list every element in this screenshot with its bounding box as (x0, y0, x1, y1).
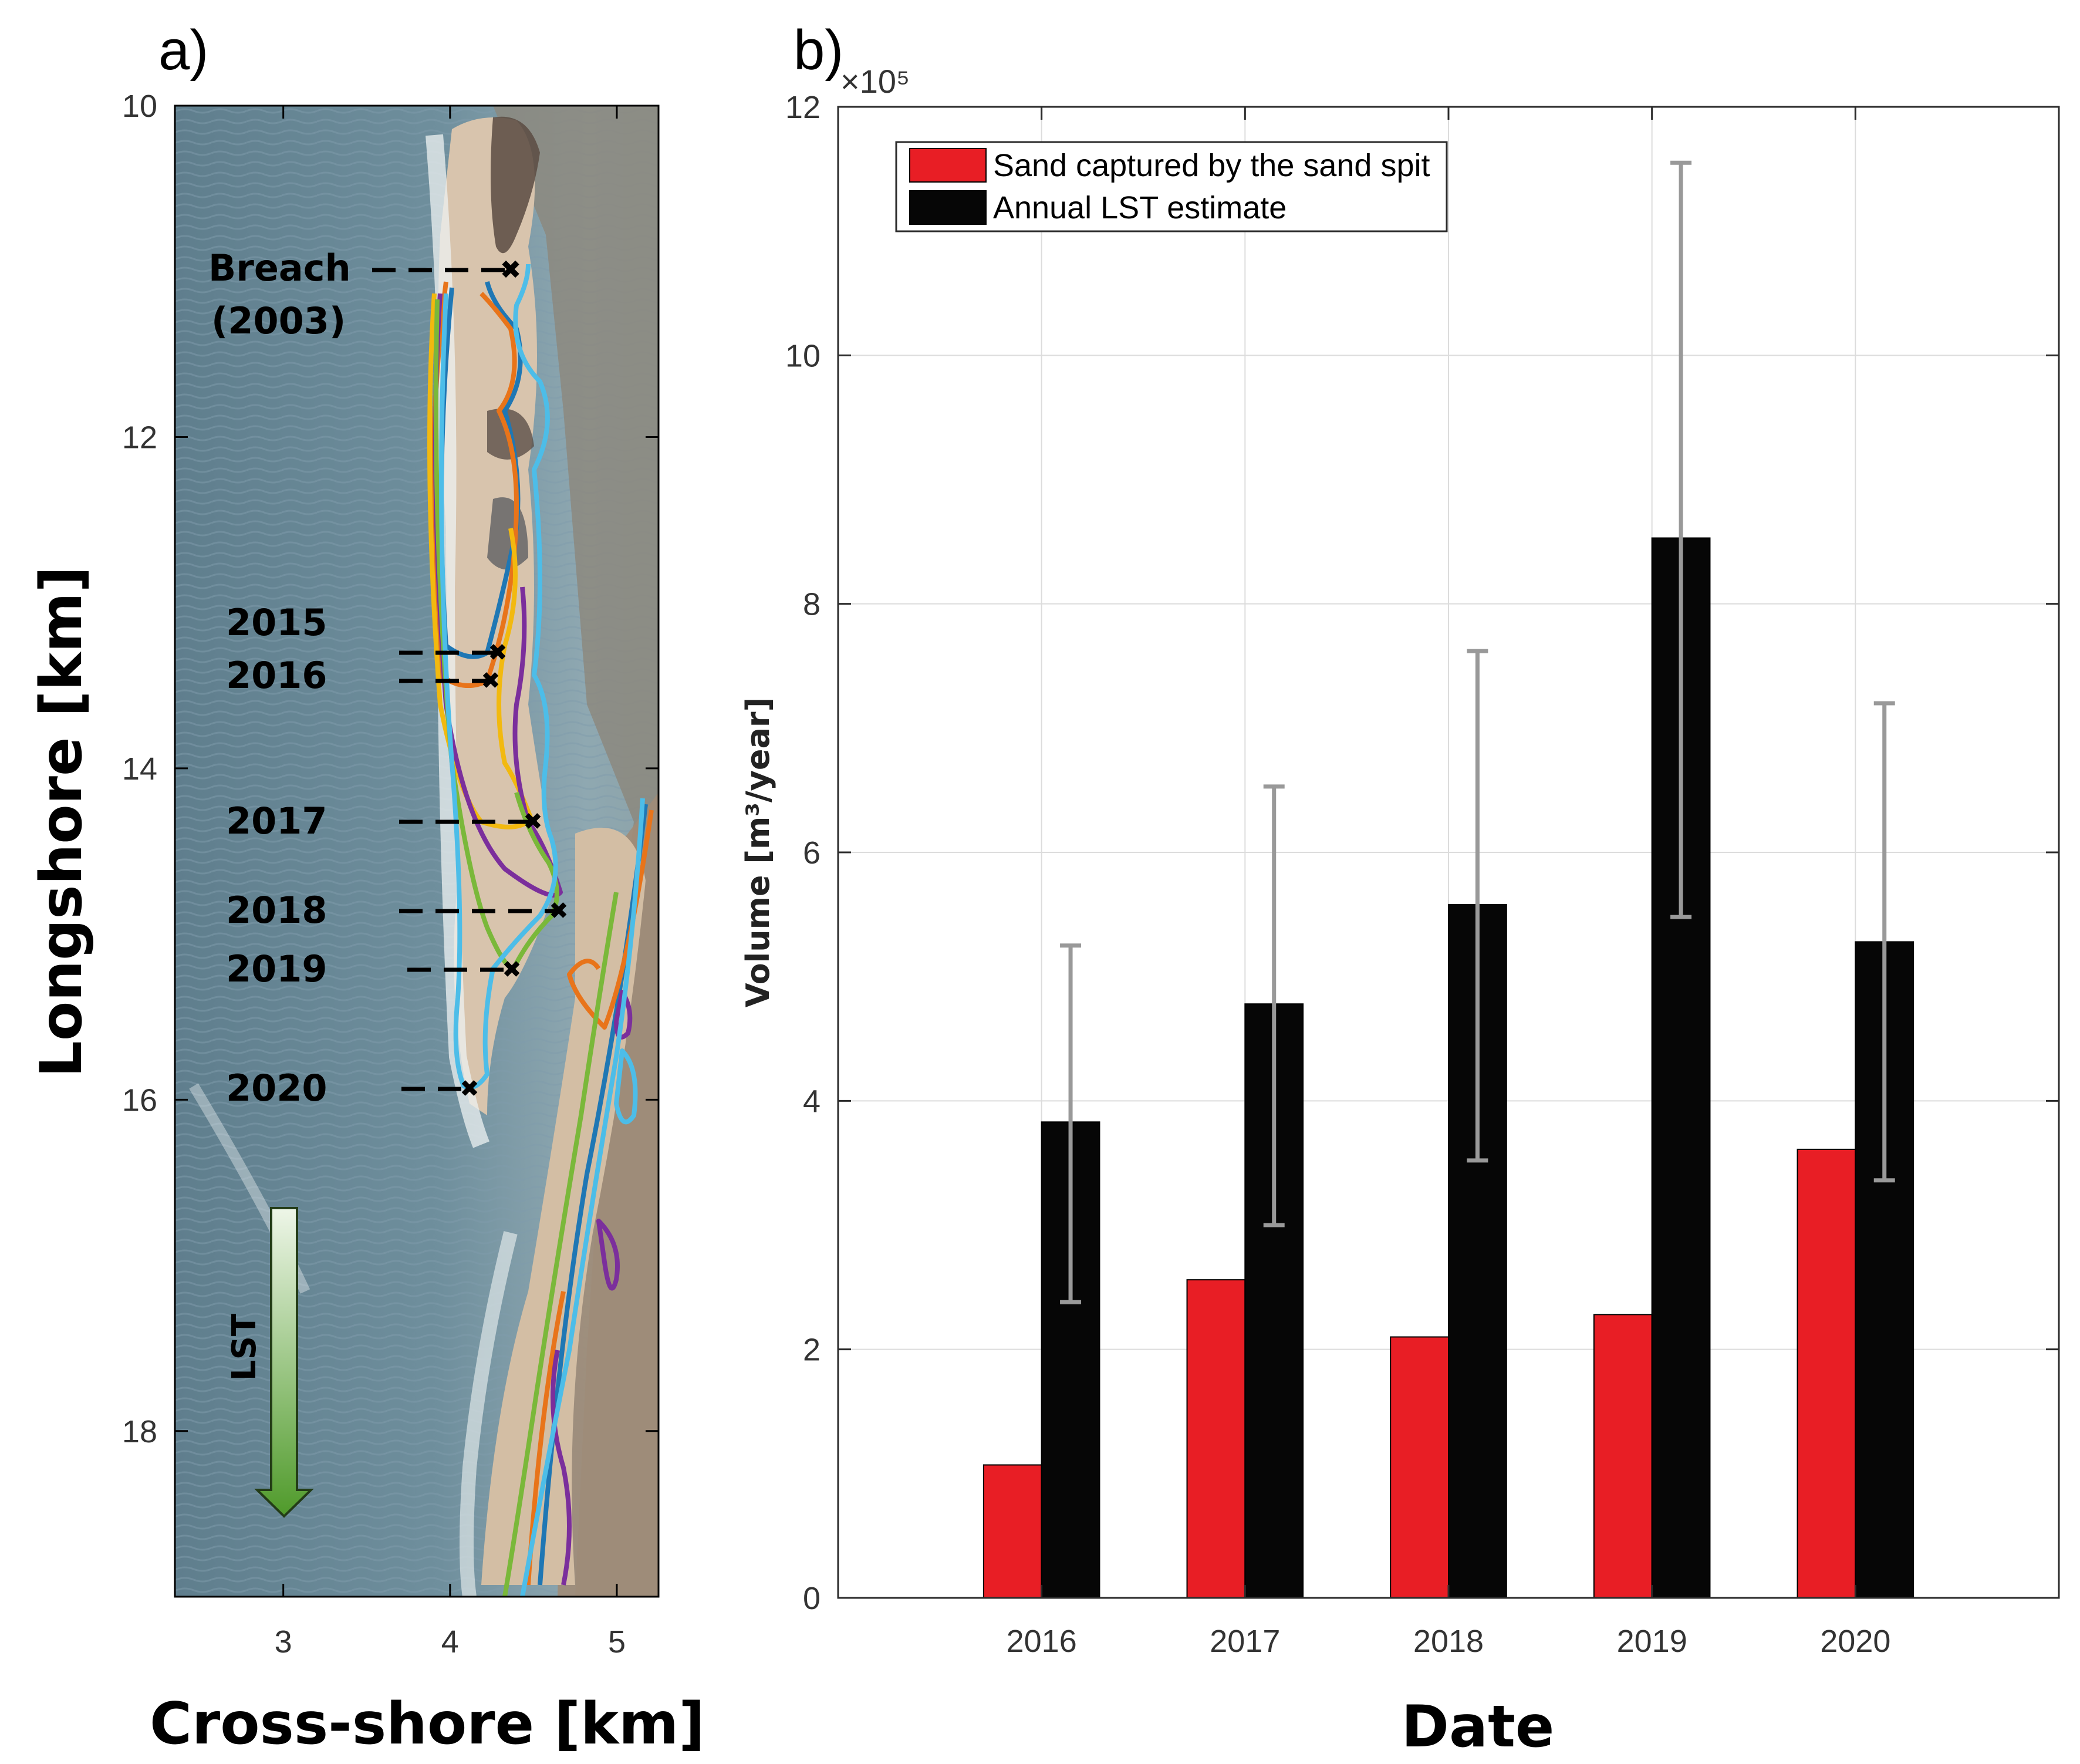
year-marker-2018: ✖ (549, 898, 569, 925)
breach-year-label: (2003) (211, 299, 346, 342)
x-tick-label-2020: 2020 (1820, 1624, 1890, 1659)
x-tick-label-2017: 2017 (1210, 1624, 1280, 1659)
y-tick-label: 8 (803, 587, 820, 622)
map-axis-ticks (175, 104, 659, 1597)
chart-axis-tick-labels: 0 2 4 6 8 10 12 2016 2017 2018 2019 2020 (785, 90, 1890, 1659)
shoreline-contours (427, 264, 654, 1597)
map-y-tick-label: 18 (122, 1414, 157, 1449)
shoreline-2019-south (502, 892, 619, 1597)
year-marker-2016: ✖ (481, 667, 501, 694)
chart-x-axis-label: Date (1402, 1694, 1555, 1760)
map-y-axis-label: Longshore [km] (28, 566, 95, 1078)
lst-arrow-label: LST (225, 1314, 264, 1381)
panel-b-label: b) (793, 19, 843, 82)
map-x-tick-label: 4 (441, 1624, 459, 1660)
year-label-2020: 2020 (226, 1067, 327, 1109)
year-marker-2017: ✖ (523, 808, 543, 835)
x-tick-label-2019: 2019 (1617, 1624, 1687, 1659)
shoreline-2018-south (551, 990, 633, 1586)
shoreline-2020 (439, 264, 558, 1090)
year-marker-2020: ✖ (460, 1075, 480, 1102)
map-y-tick-label: 14 (122, 751, 157, 787)
panel-b-bar-chart: b) ×10⁵ 0 2 4 6 8 10 12 2016 2017 2018 2019 2020 Vo… (740, 19, 2060, 1760)
legend-label-sand-captured: Sand captured by the sand spit (993, 148, 1430, 183)
chart-legend: Sand captured by the sand spit Annual LS… (895, 141, 1448, 232)
x-tick-label-2018: 2018 (1413, 1624, 1484, 1659)
year-label-2019: 2019 (226, 947, 327, 990)
chart-y-axis-label: Volume [m³/year] (740, 697, 776, 1007)
x-tick-label-2016: 2016 (1007, 1624, 1077, 1659)
y-tick-label: 10 (785, 338, 820, 373)
map-x-tick-label: 5 (608, 1624, 626, 1660)
satellite-map-image (175, 106, 659, 1597)
y-tick-label: 6 (803, 835, 820, 871)
bar-sand-captured-2016 (982, 1464, 1042, 1598)
y-tick-label: 0 (803, 1581, 820, 1616)
legend-label-annual-lst: Annual LST estimate (993, 190, 1287, 225)
y-tick-label: 2 (803, 1333, 820, 1368)
breach-label: Breach (208, 247, 351, 289)
map-x-tick-label: 3 (275, 1624, 292, 1660)
year-marker-2019: ✖ (502, 956, 522, 983)
spit-tip-year-markers: 2015 ✖ 2016 ✖ 2017 ✖ 2018 ✖ 2019 ✖ 2020 ✖ (226, 601, 569, 1109)
chart-axis-ticks (838, 106, 2059, 1599)
bar-sand-captured-2018 (1390, 1336, 1449, 1598)
year-label-2018: 2018 (226, 889, 327, 932)
chart-error-bars (1060, 160, 1895, 1304)
panel-a-map: a) (28, 19, 705, 1758)
y-exponent-label: ×10⁵ (840, 63, 910, 100)
legend-swatch-sand-captured (909, 148, 987, 183)
map-x-axis-label: Cross-shore [km] (150, 1691, 705, 1758)
legend-box (895, 141, 1448, 232)
bar-sand-captured-2017 (1186, 1279, 1246, 1598)
map-y-tick-label: 10 (122, 89, 157, 124)
breach-marker: ✖ (500, 255, 522, 285)
shoreline-2017 (427, 293, 533, 829)
map-axes-frame (174, 104, 660, 1598)
year-label-2017: 2017 (226, 800, 327, 842)
panel-a-label: a) (158, 19, 208, 82)
year-marker-2015: ✖ (488, 639, 508, 666)
y-tick-label: 12 (785, 90, 820, 125)
map-y-tick-label: 12 (122, 420, 157, 455)
shoreline-2020-south (520, 798, 645, 1597)
bar-sand-captured-2019 (1593, 1314, 1653, 1598)
bar-sand-captured-2020 (1797, 1148, 1856, 1598)
legend-swatch-annual-lst (909, 190, 987, 225)
y-tick-label: 4 (803, 1084, 820, 1119)
map-y-tick-label: 16 (122, 1082, 157, 1118)
map-axis-tick-labels: 3 4 5 10 12 14 16 18 (122, 89, 626, 1660)
lst-arrow (254, 1207, 314, 1518)
year-label-2016: 2016 (226, 654, 327, 697)
year-label-2015: 2015 (226, 601, 327, 644)
